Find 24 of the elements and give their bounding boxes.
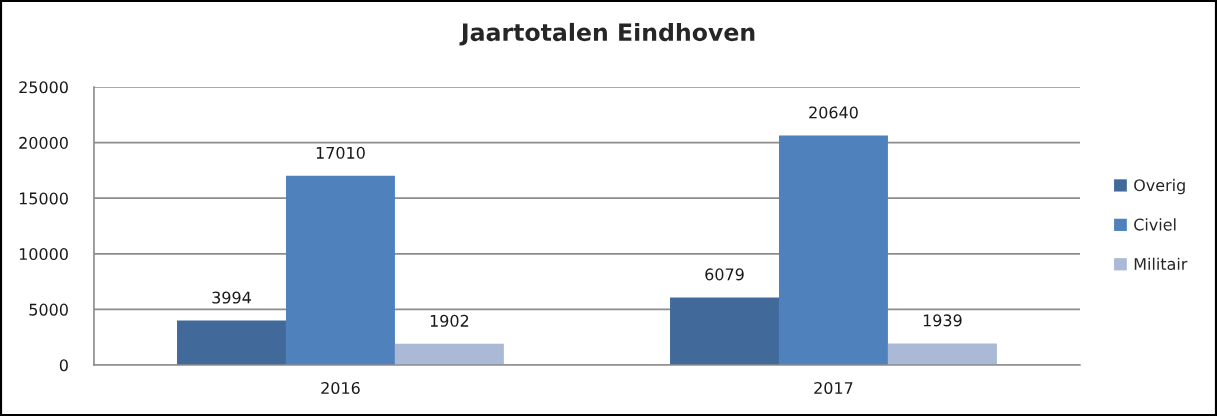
legend-label: Overig [1134, 178, 1185, 195]
legend-label: Militair [1134, 257, 1188, 271]
data-label: 6079 [705, 268, 744, 281]
bar [670, 297, 779, 365]
legend-label: Civiel [1134, 218, 1176, 231]
data-label: 1939 [923, 314, 962, 327]
chart-title: Jaartotalen Eindhoven [459, 22, 755, 46]
bar [887, 343, 997, 365]
data-label: 3994 [212, 291, 251, 304]
x-tick-label: 2017 [814, 381, 853, 395]
data-label: 20640 [809, 106, 858, 119]
y-tick-label: 20000 [19, 136, 68, 149]
y-tick-label: 5000 [29, 303, 68, 316]
bar [778, 135, 888, 365]
y-tick-label: 0 [59, 359, 68, 372]
y-tick-label: 10000 [19, 248, 68, 261]
x-tick-label: 2016 [321, 381, 360, 395]
data-label: 1902 [430, 314, 469, 327]
bar [285, 175, 395, 365]
bar [394, 343, 504, 365]
y-tick-label: 15000 [19, 192, 68, 205]
y-tick-label: 25000 [19, 81, 68, 94]
data-label: 17010 [316, 146, 365, 159]
bar [177, 320, 286, 365]
